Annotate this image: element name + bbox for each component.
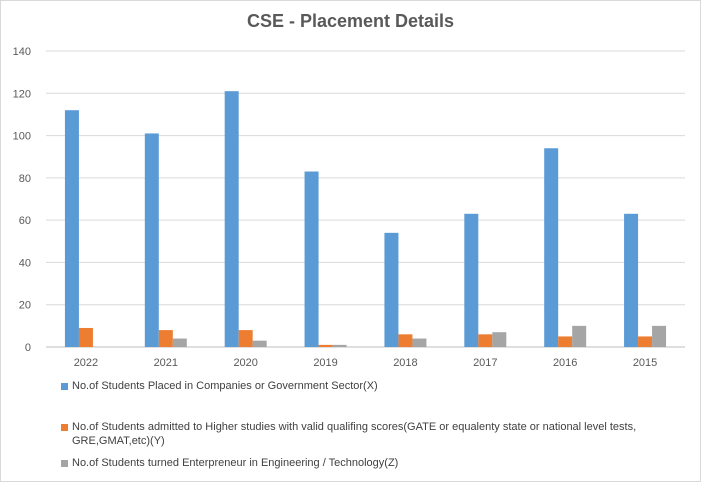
y-tick-label: 60 — [19, 215, 31, 227]
bar-placed — [464, 213, 479, 347]
bar-placed — [384, 232, 399, 347]
chart-title: CSE - Placement Details — [246, 11, 455, 31]
legend-label-placed: No.of Students Placed in Companies or Go… — [72, 380, 378, 392]
y-tick-label: 120 — [13, 88, 31, 100]
legend-item-entrepreneur: No.of Students turned Enterpreneur in En… — [61, 456, 681, 470]
y-tick-label: 0 — [25, 342, 31, 354]
legend-label-higher-studies: No.of Students admitted to Higher studie… — [72, 421, 637, 447]
bar-higher-studies — [238, 330, 253, 347]
bar-entrepreneur — [412, 338, 427, 347]
legend-item-placed: No.of Students Placed in Companies or Go… — [61, 379, 681, 393]
x-tick-label: 2019 — [313, 357, 337, 369]
legend-swatch-higher-studies — [61, 424, 68, 431]
bar-higher-studies — [638, 336, 653, 347]
bar-placed — [304, 171, 319, 347]
legend-swatch-entrepreneur — [61, 460, 68, 467]
x-tick-label: 2021 — [154, 357, 178, 369]
bar-placed — [144, 133, 159, 347]
bar-entrepreneur — [252, 340, 267, 347]
x-tick-label: 2022 — [74, 357, 98, 369]
bar-placed — [624, 213, 639, 347]
bar-higher-studies — [558, 336, 573, 347]
bar-higher-studies — [398, 334, 413, 347]
x-tick-label: 2017 — [473, 357, 497, 369]
y-tick-label: 80 — [19, 173, 31, 185]
y-tick-label: 140 — [13, 46, 31, 58]
bar-entrepreneur — [652, 325, 667, 347]
bar-higher-studies — [318, 344, 333, 347]
bar-entrepreneur — [492, 332, 507, 347]
bar-entrepreneur — [172, 338, 187, 347]
legend-swatch-placed — [61, 383, 68, 390]
bar-higher-studies — [78, 327, 93, 347]
bar-entrepreneur — [332, 344, 347, 347]
y-tick-label: 20 — [19, 300, 31, 312]
x-tick-label: 2020 — [233, 357, 257, 369]
x-tick-label: 2015 — [633, 357, 657, 369]
x-tick-label: 2018 — [393, 357, 417, 369]
bar-placed — [64, 110, 79, 347]
legend-item-higher-studies: No.of Students admitted to Higher studie… — [61, 420, 681, 448]
legend-label-entrepreneur: No.of Students turned Enterpreneur in En… — [72, 457, 399, 469]
bar-placed — [544, 148, 559, 347]
bar-placed — [224, 91, 239, 348]
x-tick-label: 2016 — [553, 357, 577, 369]
y-tick-label: 100 — [13, 131, 31, 143]
bar-entrepreneur — [572, 325, 587, 347]
y-tick-label: 40 — [19, 257, 31, 269]
bar-higher-studies — [158, 330, 173, 347]
bar-higher-studies — [478, 334, 493, 347]
